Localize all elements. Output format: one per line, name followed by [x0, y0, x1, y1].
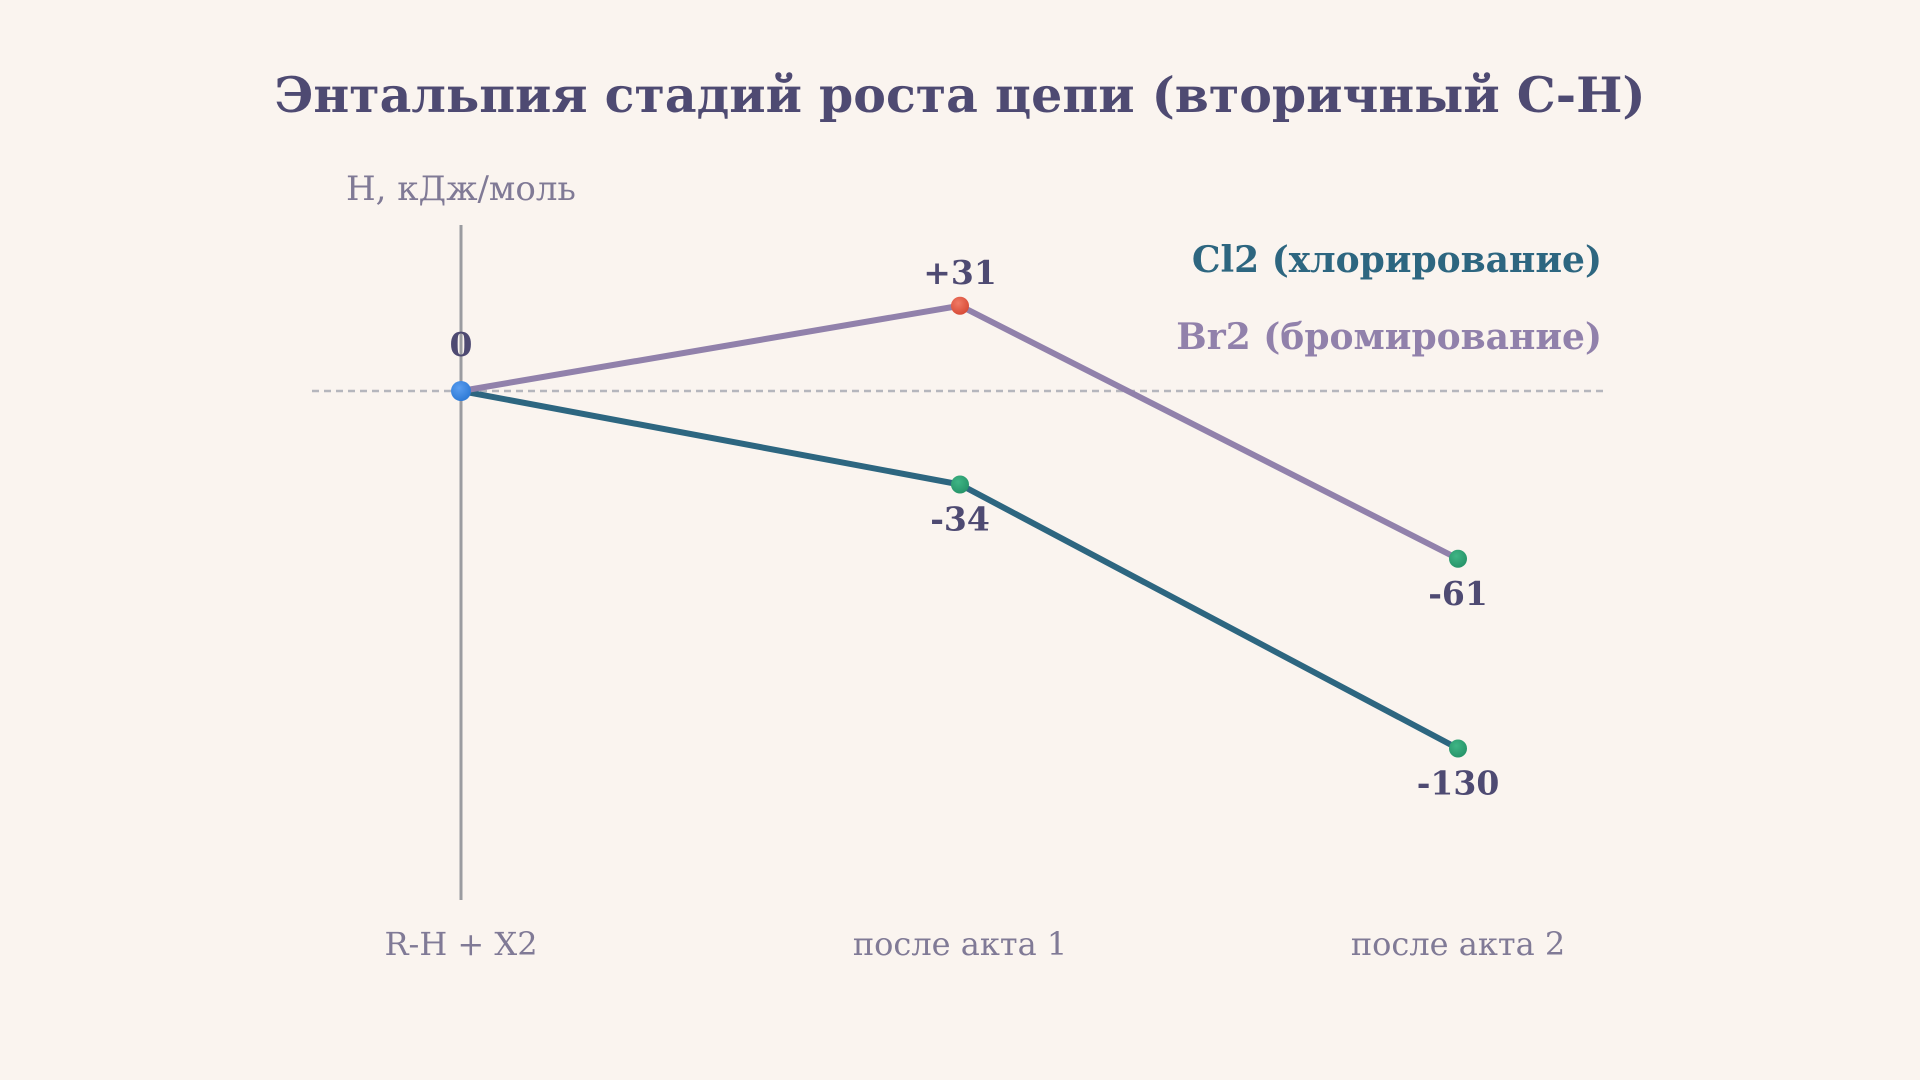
- data-label-s1-3: -130: [1417, 764, 1500, 803]
- data-label-s2-3: -61: [1428, 574, 1488, 613]
- data-point-s1-3: [1449, 739, 1467, 758]
- series-line-1: [458, 388, 1461, 752]
- legend-entry-2: Br2 (бромирование): [1176, 316, 1602, 358]
- data-point-s2-2: [951, 296, 969, 315]
- x-tick-label-2: после акта 1: [853, 925, 1067, 963]
- y-axis-label: H, кДж/моль: [346, 169, 576, 209]
- x-tick-label-3: после акта 2: [1351, 925, 1565, 963]
- data-label-s2-2: +31: [923, 253, 997, 292]
- plot-area: H, кДж/моль R-H + X2 после акта 1 после акт…: [312, 169, 1608, 963]
- data-label-s1-2: -34: [930, 500, 990, 539]
- start-point: [451, 381, 471, 401]
- data-point-s1-2: [951, 475, 969, 494]
- start-value-label: 0: [450, 325, 473, 364]
- data-point-s2-3: [1449, 549, 1467, 568]
- x-tick-label-1: R-H + X2: [384, 925, 537, 963]
- chart-title: Энтальпия стадий роста цепи (вторичный C…: [274, 66, 1645, 124]
- legend-entry-1: Cl2 (хлорирование): [1192, 239, 1602, 281]
